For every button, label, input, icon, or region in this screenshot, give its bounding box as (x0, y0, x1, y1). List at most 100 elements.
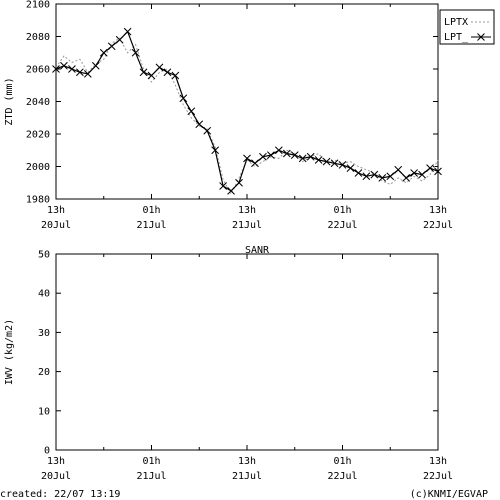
data-point-marker (282, 149, 291, 158)
y-tick-label: 2000 (26, 162, 50, 173)
plot-frame (55, 253, 439, 451)
data-point-marker (362, 172, 371, 181)
data-point-marker (426, 164, 434, 172)
data-point-marker (171, 71, 180, 80)
data-point-marker (83, 70, 92, 78)
legend: LPTX LPT_ (439, 9, 495, 45)
data-point-marker (179, 94, 188, 103)
x-tick-label-date: 21Jul (232, 471, 262, 482)
data-point-marker (52, 65, 60, 73)
data-point-marker (402, 174, 411, 182)
x-tick-label-time: 13h (238, 205, 256, 216)
data-point-marker (235, 178, 243, 187)
chart-title: SANR (245, 245, 270, 256)
data-point-marker (434, 167, 442, 176)
data-point-marker (195, 120, 204, 129)
x-tick-label-time: 01h (333, 456, 351, 467)
x-tick-label-time: 01h (142, 205, 160, 216)
data-point-marker (346, 164, 355, 172)
data-point-marker (60, 61, 68, 70)
x-tick-label-date: 22Jul (423, 220, 453, 231)
data-point-marker (163, 68, 172, 77)
data-point-marker (314, 156, 323, 164)
x-tick-label-time: 13h (429, 205, 447, 216)
data-point-marker (418, 170, 426, 179)
data-point-marker (394, 165, 403, 174)
series-LPT_ (52, 27, 442, 195)
y-tick-label: 50 (38, 250, 50, 261)
data-point-marker (123, 27, 132, 36)
data-point-marker (211, 146, 220, 155)
x-tick-label-date: 21Jul (136, 471, 166, 482)
data-point-marker (203, 126, 212, 135)
y-tick-label: 2020 (26, 130, 50, 141)
data-point-marker (91, 61, 100, 70)
x-tick-label-date: 20Jul (41, 471, 71, 482)
data-point-marker (76, 68, 84, 77)
legend-label: LPTX (444, 17, 468, 28)
y-tick-label: 1980 (26, 195, 50, 206)
data-point-marker (259, 152, 267, 161)
x-tick-label-time: 01h (142, 456, 160, 467)
series-line (55, 30, 439, 192)
series-line (55, 37, 439, 196)
y-tick-label: 2080 (26, 32, 50, 43)
x-tick-label-time: 13h (47, 456, 65, 467)
x-tick-label-date: 21Jul (136, 220, 166, 231)
chart-panel-2: SANR 0 10 20 30 40 50 IWV (kg/m2) 13h 20Jul 01h 21J… (4, 245, 453, 482)
footer-credit: (c)KNMI/EGVAP (410, 489, 488, 500)
data-point-marker (139, 68, 148, 77)
data-point-marker (410, 169, 418, 177)
data-point-marker (99, 48, 108, 57)
y-tick-label: 2100 (26, 0, 50, 11)
data-point-marker (378, 174, 387, 182)
legend-box (439, 9, 495, 45)
legend-marker (477, 33, 485, 41)
plot-frame (55, 3, 439, 200)
data-point-marker (68, 65, 76, 73)
data-point-marker (147, 71, 156, 80)
data-point-marker (227, 187, 235, 195)
x-tick-label-date: 22Jul (327, 220, 357, 231)
data-point-marker (243, 154, 251, 163)
x-tick-label-date: 22Jul (327, 471, 357, 482)
y-tick-label: 2060 (26, 65, 50, 76)
data-point-marker (219, 182, 227, 190)
x-tick-label-time: 13h (238, 456, 256, 467)
data-point-marker (290, 151, 299, 159)
data-point-marker (338, 161, 347, 169)
x-tick-label-time: 13h (429, 456, 447, 467)
data-point-marker (131, 48, 140, 57)
data-point-marker (155, 63, 164, 72)
data-point-marker (330, 159, 339, 168)
data-point-marker (267, 151, 275, 159)
x-tick-label-date: 22Jul (423, 471, 453, 482)
x-tick-label-date: 21Jul (232, 220, 262, 231)
y-tick-label: 30 (38, 328, 50, 339)
y-tick-label: 10 (38, 406, 50, 417)
y-tick-label: 2040 (26, 97, 50, 108)
footer-created: created: 22/07 13:19 (0, 489, 120, 500)
series-LPTX (55, 37, 439, 196)
x-tick-label-time: 01h (333, 205, 351, 216)
x-tick-label-time: 13h (47, 205, 65, 216)
data-point-marker (115, 35, 124, 44)
y-axis-label: ZTD (mm) (4, 77, 15, 125)
data-point-marker (107, 42, 116, 51)
chart-panel-1: 1980 2000 2020 2040 2060 2080 2100 ZTD (mm) 13h 2… (4, 0, 495, 231)
data-point-marker (370, 170, 379, 179)
data-point-marker (306, 152, 315, 161)
data-point-marker (187, 107, 196, 116)
y-tick-label: 40 (38, 289, 50, 300)
y-tick-label: 0 (44, 446, 50, 457)
data-point-marker (386, 172, 395, 181)
data-point-marker (251, 159, 259, 168)
legend-label: LPT_ (444, 32, 469, 43)
data-point-marker (298, 154, 307, 163)
data-point-marker (354, 169, 363, 177)
y-axis-label: IWV (kg/m2) (4, 319, 15, 385)
x-tick-label-date: 20Jul (41, 220, 71, 231)
y-tick-label: 20 (38, 367, 50, 378)
data-point-marker (274, 146, 283, 155)
